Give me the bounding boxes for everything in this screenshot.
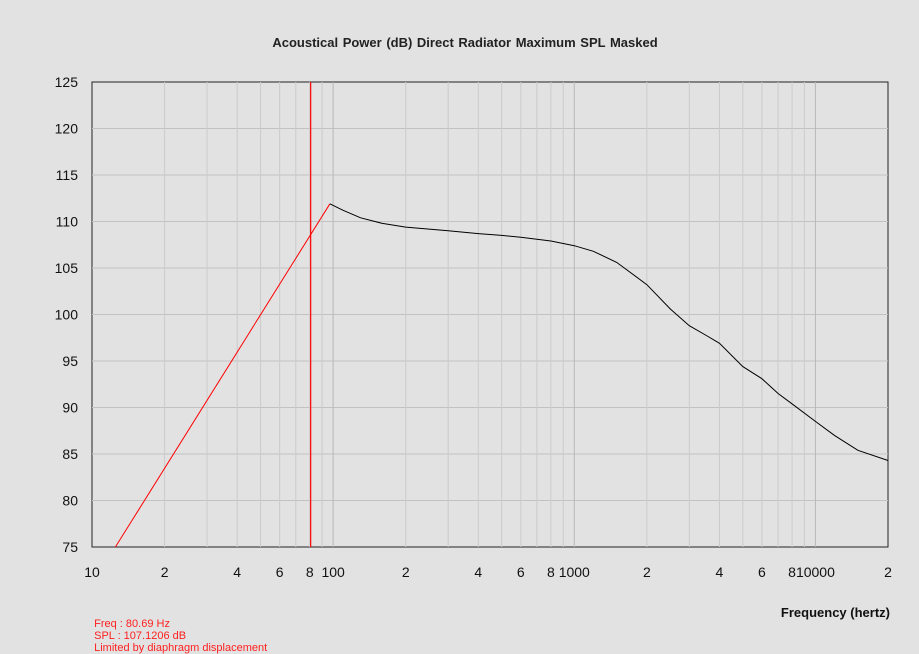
- x-tick-label: 2: [643, 564, 651, 580]
- x-tick-label: 8: [788, 564, 796, 580]
- y-tick-label: 115: [56, 167, 79, 183]
- y-tick-label: 105: [55, 260, 79, 276]
- x-tick-label: 6: [758, 564, 766, 580]
- x-tick-label: 100: [321, 564, 345, 580]
- excursion-limit-line: [114, 203, 331, 548]
- x-tick-label: 8: [547, 564, 555, 580]
- y-tick-label: 80: [62, 493, 78, 509]
- x-tick-label: 8: [306, 564, 314, 580]
- x-tick-label: 6: [276, 564, 284, 580]
- freq-readout: Freq : 80.69 Hz: [94, 618, 170, 630]
- y-tick-label: 75: [62, 539, 78, 555]
- chart-title: Acoustical Power (dB) Direct Radiator Ma…: [272, 35, 658, 50]
- x-tick-label: 2: [161, 564, 169, 580]
- x-tick-label: 10000: [796, 564, 835, 580]
- y-tick-label: 100: [55, 307, 79, 323]
- x-tick-label: 2: [402, 564, 410, 580]
- x-tick-label: 1000: [559, 564, 590, 580]
- x-tick-label: 10: [84, 564, 100, 580]
- x-tick-label: 4: [716, 564, 724, 580]
- grid: [92, 82, 888, 547]
- spl-readout: SPL : 107.1206 dB: [94, 630, 187, 642]
- series-layer: [114, 203, 889, 548]
- y-tick-label: 110: [56, 214, 79, 230]
- y-tick-label: 125: [55, 74, 79, 90]
- x-axis-label: Frequency (hertz): [780, 605, 890, 620]
- x-tick-label: 4: [474, 564, 482, 580]
- x-tick-label: 6: [517, 564, 525, 580]
- y-tick-label: 90: [62, 400, 78, 416]
- x-tick-label: 2: [884, 564, 892, 580]
- limit-note: Limited by diaphragm displacement: [94, 642, 268, 654]
- y-tick-label: 120: [55, 121, 79, 137]
- plot-svg: 75 80 85 90 95 100 105 110 115 120 125 10 2 4 6 8 100 2 4 6…: [55, 74, 892, 580]
- y-tick-label: 95: [62, 353, 78, 369]
- y-tick-label: 85: [62, 446, 78, 462]
- x-tick-label: 4: [233, 564, 241, 580]
- status-readout: Freq : 80.69 Hz SPL : 107.1206 dB Limite…: [88, 606, 287, 654]
- axis-ticks: 75 80 85 90 95 100 105 110 115 120 125 10 2 4 6 8 100 2 4 6…: [55, 74, 892, 580]
- max-spl-line: [329, 203, 889, 461]
